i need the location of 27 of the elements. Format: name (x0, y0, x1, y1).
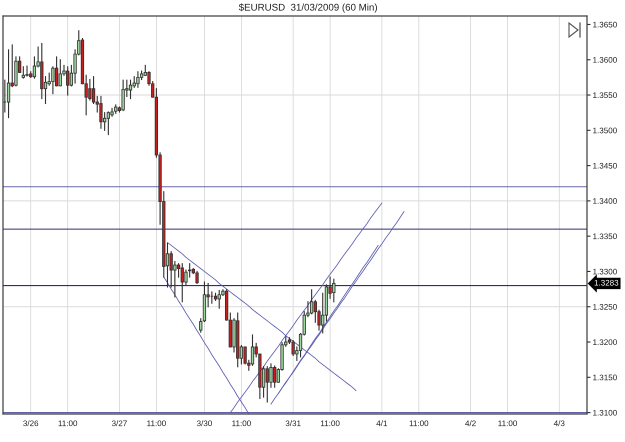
x-tick-label: 4/2 (465, 420, 476, 426)
x-tick-label: 11:00 (147, 420, 166, 426)
y-tick-label: 1.3650 (593, 22, 617, 28)
x-tick-label: 11:00 (232, 420, 251, 426)
text: 1.3283 (594, 280, 618, 286)
x-tick-label: 11:00 (58, 420, 78, 426)
x-tick-label: 3/30 (196, 420, 212, 426)
y-tick-label: 1.3300 (593, 268, 617, 274)
y-tick-label: 1.3250 (593, 304, 617, 310)
y-tick-label: 1.3450 (593, 162, 617, 169)
x-tick-label: 11:00 (320, 420, 340, 426)
y-tick-label: 1.3100 (593, 410, 617, 416)
y-tick-label: 1.3400 (593, 198, 617, 204)
y-tick-label: 1.3500 (593, 128, 617, 134)
chart-title: $EURUSD 31/03/2009 (60 Min) (238, 3, 377, 13)
y-tick-label: 1.3200 (593, 339, 617, 346)
x-tick-label: 3/27 (112, 420, 127, 426)
x-tick-label: 11:00 (410, 420, 428, 426)
y-tick-label: 1.3350 (593, 233, 617, 240)
x-tick-label: 3/31 (286, 420, 301, 426)
y-tick-label: 1.3600 (593, 57, 617, 63)
x-tick-label: 3/26 (23, 420, 38, 426)
y-tick-label: 1.3550 (593, 92, 617, 98)
x-tick-label: 4/1 (376, 420, 388, 426)
x-tick-label: 4/3 (554, 420, 565, 426)
y-tick-label: 1.3150 (593, 374, 617, 380)
x-tick-label: 11:00 (498, 420, 517, 426)
